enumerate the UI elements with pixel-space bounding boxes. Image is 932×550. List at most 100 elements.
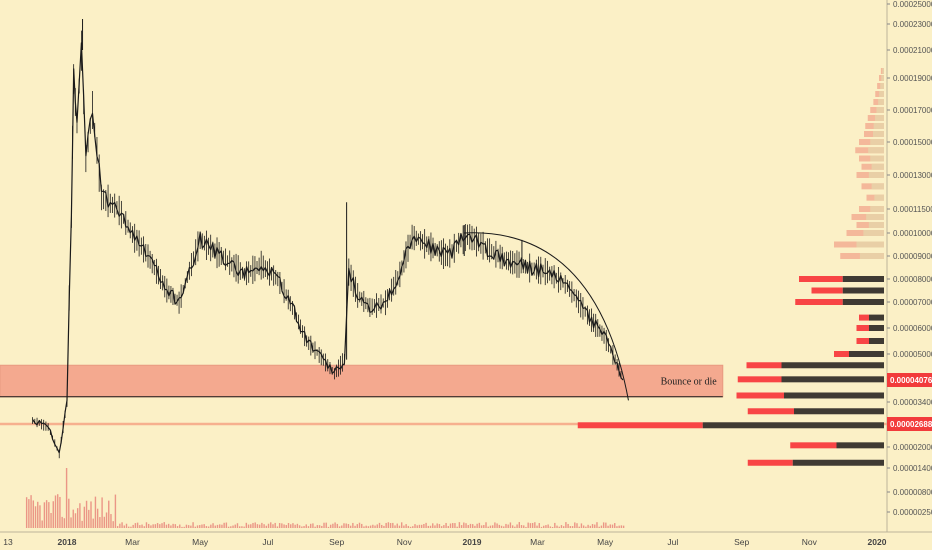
time-tick-label: Jul [667,537,678,547]
profile-bar-down [856,241,884,248]
volume-bar [236,523,239,528]
profile-bar-down [870,206,884,212]
price-tick-label: 0.00017000 [893,106,932,115]
volume-bar [52,501,54,528]
profile-bar-down [873,131,884,137]
profile-bar-down [792,459,884,466]
profile-bar-down [836,442,884,449]
volume-bar [65,468,68,528]
volume-bar [551,526,554,528]
volume-bar [611,524,614,528]
volume-bar [125,523,128,528]
volume-bar [136,522,139,528]
volume-bar [274,522,276,528]
profile-bar-down [869,338,884,344]
volume-bar [116,526,119,528]
volume-bar [531,522,534,528]
volume-bar [403,525,405,528]
volume-bar [130,526,132,528]
volume-bar [59,496,61,528]
profile-bar-down [878,99,884,105]
volume-bar [139,525,141,528]
time-tick-label: May [192,537,209,547]
volume-bar [43,502,46,528]
volume-bar [61,516,63,528]
volume-bar [103,516,106,528]
volume-bar [250,524,252,528]
volume-bar [369,525,372,528]
volume-bar [476,523,478,528]
volume-bar [88,509,90,528]
volume-bar [134,523,137,528]
volume-bar [407,525,410,528]
profile-bar-up [747,408,794,415]
volume-bar [365,525,367,528]
price-tick-label: 0.00005000 [893,350,932,359]
volume-bar [574,522,576,528]
volume-bar [332,523,334,528]
volume-bar [334,522,336,528]
volume-bar [285,525,287,528]
volume-bar [241,526,243,528]
volume-bar [620,525,623,528]
profile-bar-down [881,75,884,81]
volume-bar [469,523,472,528]
volume-bar [105,512,108,528]
price-tick-label: 0.00023000 [893,20,932,29]
volume-bar [520,525,523,528]
volume-bar [398,525,401,528]
volume-bar [167,523,170,528]
price-tick-label: 0.00003400 [893,398,932,407]
volume-bar [263,524,265,528]
volume-bar [203,524,205,528]
price-tick-label: 0.00007000 [893,298,932,307]
volume-bar [458,522,461,528]
volume-bar [172,523,174,528]
volume-bar [123,525,125,528]
volume-bar [181,526,183,528]
volume-bar [283,524,285,528]
price-tick-label: 0.00021000 [893,46,932,55]
volume-bar [252,522,254,528]
arc-trendline [464,232,629,401]
volume-bar [554,522,556,528]
volume-bar [420,524,423,528]
price-series [32,19,624,459]
profile-bar-down [849,351,884,357]
volume-bar [96,508,99,528]
volume-bar [121,522,123,528]
current-price-label: 0.00004076 [890,376,932,385]
volume-bar [582,525,585,528]
volume-bar [429,525,432,528]
volume-bar [500,525,503,528]
volume-bar [85,500,88,528]
profile-bar-up [736,392,784,399]
volume-bar [265,525,268,528]
volume-bar [387,522,390,528]
volume-bar [219,524,221,528]
volume-bar [32,500,35,528]
volume-bar [485,522,487,528]
volume-bar [483,525,485,528]
volume-bar [594,524,596,528]
volume-bar [440,526,443,528]
volume-bar [70,517,72,528]
volume-bar [281,523,283,528]
profile-bar-up [856,338,869,344]
volume-bar [196,525,199,528]
volume-bar [472,524,474,528]
volume-bar [589,525,592,528]
volume-bar [509,522,512,528]
volume-bar [305,524,307,528]
volume-bar [187,525,190,528]
volume-bar [478,522,481,528]
time-tick-label: Nov [397,537,413,547]
volume-bar [28,499,30,528]
profile-bar-down [794,408,884,415]
price-tick-label: 0.00010000 [893,229,932,238]
profile-bar-down [868,147,884,154]
